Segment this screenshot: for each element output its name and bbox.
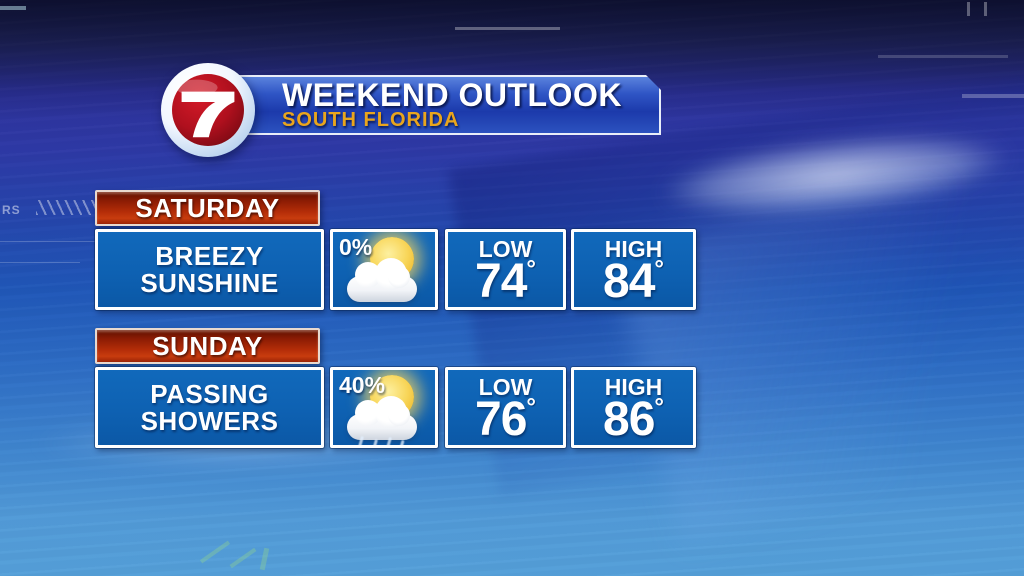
degree-symbol: °: [654, 393, 664, 421]
condition-cell: PASSING SHOWERS: [95, 367, 324, 448]
glitch-streak: [0, 6, 26, 10]
cloud-puff: [388, 404, 410, 426]
low-temp-cell: LOW 74 °: [445, 229, 566, 310]
precip-chance: 0%: [339, 234, 373, 260]
hatch-marks: [36, 200, 102, 215]
glitch-streak: [878, 55, 1008, 58]
low-temp-value: 76: [475, 392, 527, 446]
forecast-row-sunday: PASSING SHOWERS 40% LOW 76 °: [95, 367, 696, 448]
background-watermark-text: RS: [2, 203, 21, 217]
day-name: SATURDAY: [135, 192, 280, 223]
high-temp-value: 84: [603, 254, 655, 308]
cloud-puff: [388, 266, 410, 288]
day-panel-saturday: SATURDAY BREEZY SUNSHINE 0% LOW 74 °: [95, 190, 696, 310]
forecast-row-saturday: BREEZY SUNSHINE 0% LOW 74 ° HIGH: [95, 229, 696, 310]
high-temp-cell: HIGH 86 °: [571, 367, 696, 448]
sun-behind-cloud-icon: [333, 232, 435, 307]
green-glyph: [199, 540, 231, 564]
day-tab-saturday: SATURDAY: [95, 190, 320, 226]
condition-line: SHOWERS: [140, 405, 279, 436]
condition-cell: BREEZY SUNSHINE: [95, 229, 324, 310]
condition-line: SUNSHINE: [140, 267, 279, 298]
glitch-tick: [984, 2, 987, 16]
degree-symbol: °: [654, 255, 664, 283]
degree-symbol: °: [526, 255, 536, 283]
glitch-streak: [455, 27, 560, 30]
faint-line: [0, 262, 80, 263]
condition-line: PASSING: [150, 378, 269, 409]
low-temp-cell: LOW 76 °: [445, 367, 566, 448]
high-temp-cell: HIGH 84 °: [571, 229, 696, 310]
sun-behind-cloud-rain-icon: [333, 370, 435, 445]
header-banner: WEEKEND OUTLOOK SOUTH FLORIDA: [228, 75, 661, 135]
day-panel-sunday: SUNDAY PASSING SHOWERS 40% LOW: [95, 328, 696, 448]
high-label: HIGH: [604, 235, 663, 262]
precip-chance: 40%: [339, 372, 386, 398]
page-subtitle: SOUTH FLORIDA: [282, 108, 460, 131]
green-glyph: [229, 547, 257, 569]
low-label: LOW: [478, 235, 533, 262]
day-tab-sunday: SUNDAY: [95, 328, 320, 364]
low-temp-value: 74: [475, 254, 527, 308]
glitch-streak: [962, 94, 1024, 98]
degree-symbol: °: [526, 393, 536, 421]
icon-cell: 40%: [330, 367, 438, 448]
green-glyph: [259, 547, 270, 571]
station-7-logo: [161, 63, 255, 157]
icon-cell: 0%: [330, 229, 438, 310]
channel-7-icon: [172, 74, 244, 146]
condition-line: BREEZY: [155, 240, 264, 271]
glitch-tick: [967, 2, 970, 16]
high-temp-value: 86: [603, 392, 655, 446]
page-title: WEEKEND OUTLOOK: [282, 76, 622, 113]
faint-line: [0, 241, 95, 242]
high-label: HIGH: [604, 373, 663, 400]
day-name: SUNDAY: [152, 330, 263, 361]
low-label: LOW: [478, 373, 533, 400]
